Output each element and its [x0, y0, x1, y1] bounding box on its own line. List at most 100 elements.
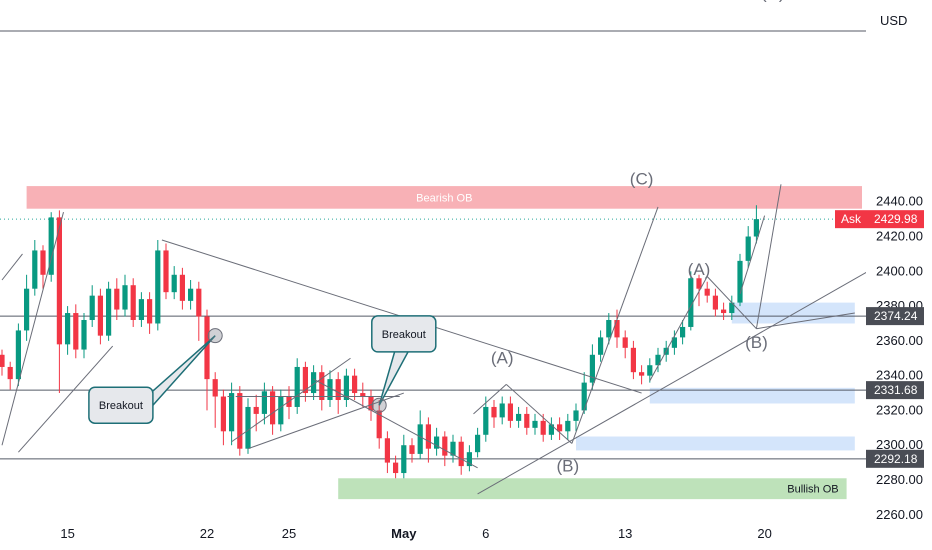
candle[interactable] — [483, 396, 489, 442]
candle[interactable] — [270, 386, 276, 435]
candle[interactable] — [212, 372, 218, 428]
candle[interactable] — [15, 323, 21, 387]
candle[interactable] — [753, 205, 759, 244]
candle[interactable] — [204, 309, 210, 411]
candle[interactable] — [106, 281, 112, 341]
candle[interactable] — [737, 253, 743, 307]
breakout-callout[interactable]: Breakout — [88, 328, 223, 424]
trend-line[interactable] — [739, 215, 766, 295]
candle[interactable] — [122, 274, 128, 317]
breakout-callout[interactable]: Breakout — [371, 315, 437, 413]
candles[interactable] — [0, 205, 759, 479]
trend-line[interactable] — [571, 206, 659, 444]
candle[interactable] — [540, 413, 546, 442]
candle[interactable] — [393, 455, 399, 479]
candle[interactable] — [319, 365, 325, 411]
candle[interactable] — [73, 304, 79, 359]
trend-line[interactable] — [756, 312, 855, 330]
candle[interactable] — [745, 226, 751, 268]
candle[interactable] — [606, 313, 612, 345]
candle[interactable] — [352, 368, 358, 400]
candle[interactable] — [442, 431, 448, 467]
candle[interactable] — [147, 292, 153, 334]
candle[interactable] — [376, 400, 382, 449]
candle[interactable] — [179, 267, 185, 310]
trend-line[interactable] — [18, 345, 114, 453]
candle[interactable] — [188, 280, 194, 310]
candle[interactable] — [32, 240, 38, 296]
candle[interactable] — [171, 266, 177, 300]
candle[interactable] — [450, 434, 456, 463]
candle[interactable] — [466, 445, 472, 472]
candle[interactable] — [245, 398, 251, 454]
candle[interactable] — [261, 382, 267, 425]
trend-line[interactable] — [477, 269, 872, 495]
candle[interactable] — [220, 389, 226, 446]
candle[interactable] — [671, 330, 677, 355]
candle[interactable] — [647, 358, 653, 383]
candle[interactable] — [630, 340, 636, 380]
candle[interactable] — [409, 438, 415, 463]
candle[interactable] — [434, 427, 440, 456]
candle[interactable] — [196, 281, 202, 341]
candle[interactable] — [548, 417, 554, 440]
trend-line[interactable] — [706, 276, 757, 330]
trend-line[interactable] — [313, 378, 478, 469]
candle[interactable] — [622, 330, 628, 359]
candle[interactable] — [524, 406, 530, 435]
candle[interactable] — [229, 382, 235, 446]
candle[interactable] — [532, 413, 538, 435]
trend-line[interactable] — [247, 392, 404, 450]
candle[interactable] — [639, 365, 645, 385]
candle[interactable] — [56, 210, 62, 394]
trend-line[interactable] — [1, 253, 23, 281]
breakout-callouts[interactable]: Breakout Breakout — [88, 315, 437, 424]
candle[interactable] — [598, 330, 604, 362]
candle[interactable] — [89, 285, 95, 327]
candle[interactable] — [130, 278, 136, 327]
trend-line[interactable] — [505, 383, 573, 444]
candle[interactable] — [589, 344, 595, 390]
candle[interactable] — [163, 243, 169, 300]
candle[interactable] — [425, 417, 431, 463]
candle[interactable] — [458, 436, 464, 475]
candle[interactable] — [7, 361, 13, 390]
trend-line[interactable] — [649, 276, 708, 382]
candle[interactable] — [335, 372, 341, 414]
candle[interactable] — [655, 347, 661, 373]
candle[interactable] — [729, 295, 735, 320]
candle[interactable] — [327, 370, 333, 407]
candle[interactable] — [81, 313, 87, 359]
candle[interactable] — [507, 396, 513, 428]
candle[interactable] — [475, 427, 481, 458]
candle[interactable] — [48, 212, 54, 282]
candle[interactable] — [557, 417, 563, 440]
candle[interactable] — [253, 394, 259, 432]
price-axis[interactable]: 2260.00 2280.00 2300.00 2320.00 2340.00 2360.… — [835, 194, 924, 522]
candle[interactable] — [565, 413, 571, 440]
candle[interactable] — [499, 396, 505, 425]
candle[interactable] — [97, 288, 103, 345]
candle[interactable] — [237, 386, 243, 456]
time-axis[interactable]: 15 22 25 May 6 13 20 — [60, 526, 771, 541]
candle[interactable] — [294, 358, 300, 414]
candle[interactable] — [401, 434, 407, 479]
trend-line[interactable] — [473, 383, 507, 415]
candle[interactable] — [138, 292, 144, 327]
candle[interactable] — [417, 410, 423, 460]
candle[interactable] — [581, 372, 587, 414]
candle[interactable] — [155, 240, 161, 331]
candle[interactable] — [40, 245, 46, 289]
candle[interactable] — [360, 382, 366, 407]
candle[interactable] — [311, 365, 317, 400]
candle[interactable] — [704, 281, 710, 303]
candle[interactable] — [24, 274, 30, 341]
candle[interactable] — [65, 306, 71, 355]
candle[interactable] — [491, 400, 497, 428]
trend-line[interactable] — [1, 212, 64, 446]
candle[interactable] — [384, 431, 390, 474]
candle[interactable] — [516, 406, 522, 428]
candle[interactable] — [680, 320, 686, 345]
candle[interactable] — [712, 288, 718, 317]
